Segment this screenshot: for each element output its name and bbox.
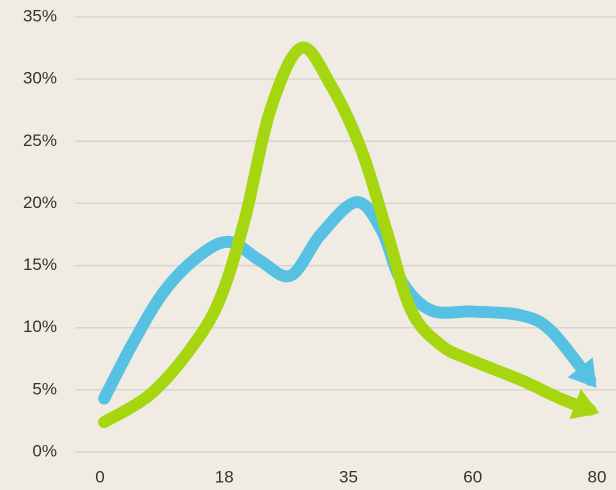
x-tick-label: 0 [95,467,104,486]
x-tick-label: 80 [588,467,607,486]
y-tick-label: 35% [23,6,57,25]
y-tick-label: 30% [23,69,57,88]
arrow-head [567,357,597,388]
x-tick-label: 18 [215,467,234,486]
y-tick-label: 20% [23,193,57,212]
x-tick-label: 60 [463,467,482,486]
arrow-head [569,389,600,420]
y-tick-label: 25% [23,131,57,150]
line [98,41,597,429]
y-tick-label: 5% [32,379,57,398]
y-tick-label: 10% [23,317,57,336]
y-tick-label: 0% [32,441,57,460]
y-tick-label: 15% [23,255,57,274]
x-tick-label: 35 [339,467,358,486]
line [98,196,597,405]
